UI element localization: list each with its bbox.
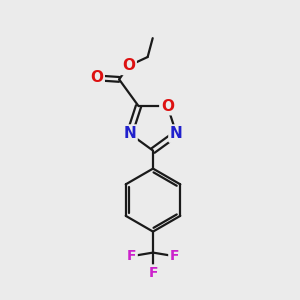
Text: O: O — [90, 70, 103, 86]
Text: N: N — [170, 126, 183, 141]
Text: F: F — [148, 266, 158, 280]
Text: F: F — [170, 249, 179, 263]
Text: N: N — [123, 126, 136, 141]
Text: F: F — [127, 249, 136, 263]
Text: O: O — [161, 99, 174, 114]
Text: O: O — [122, 58, 135, 74]
